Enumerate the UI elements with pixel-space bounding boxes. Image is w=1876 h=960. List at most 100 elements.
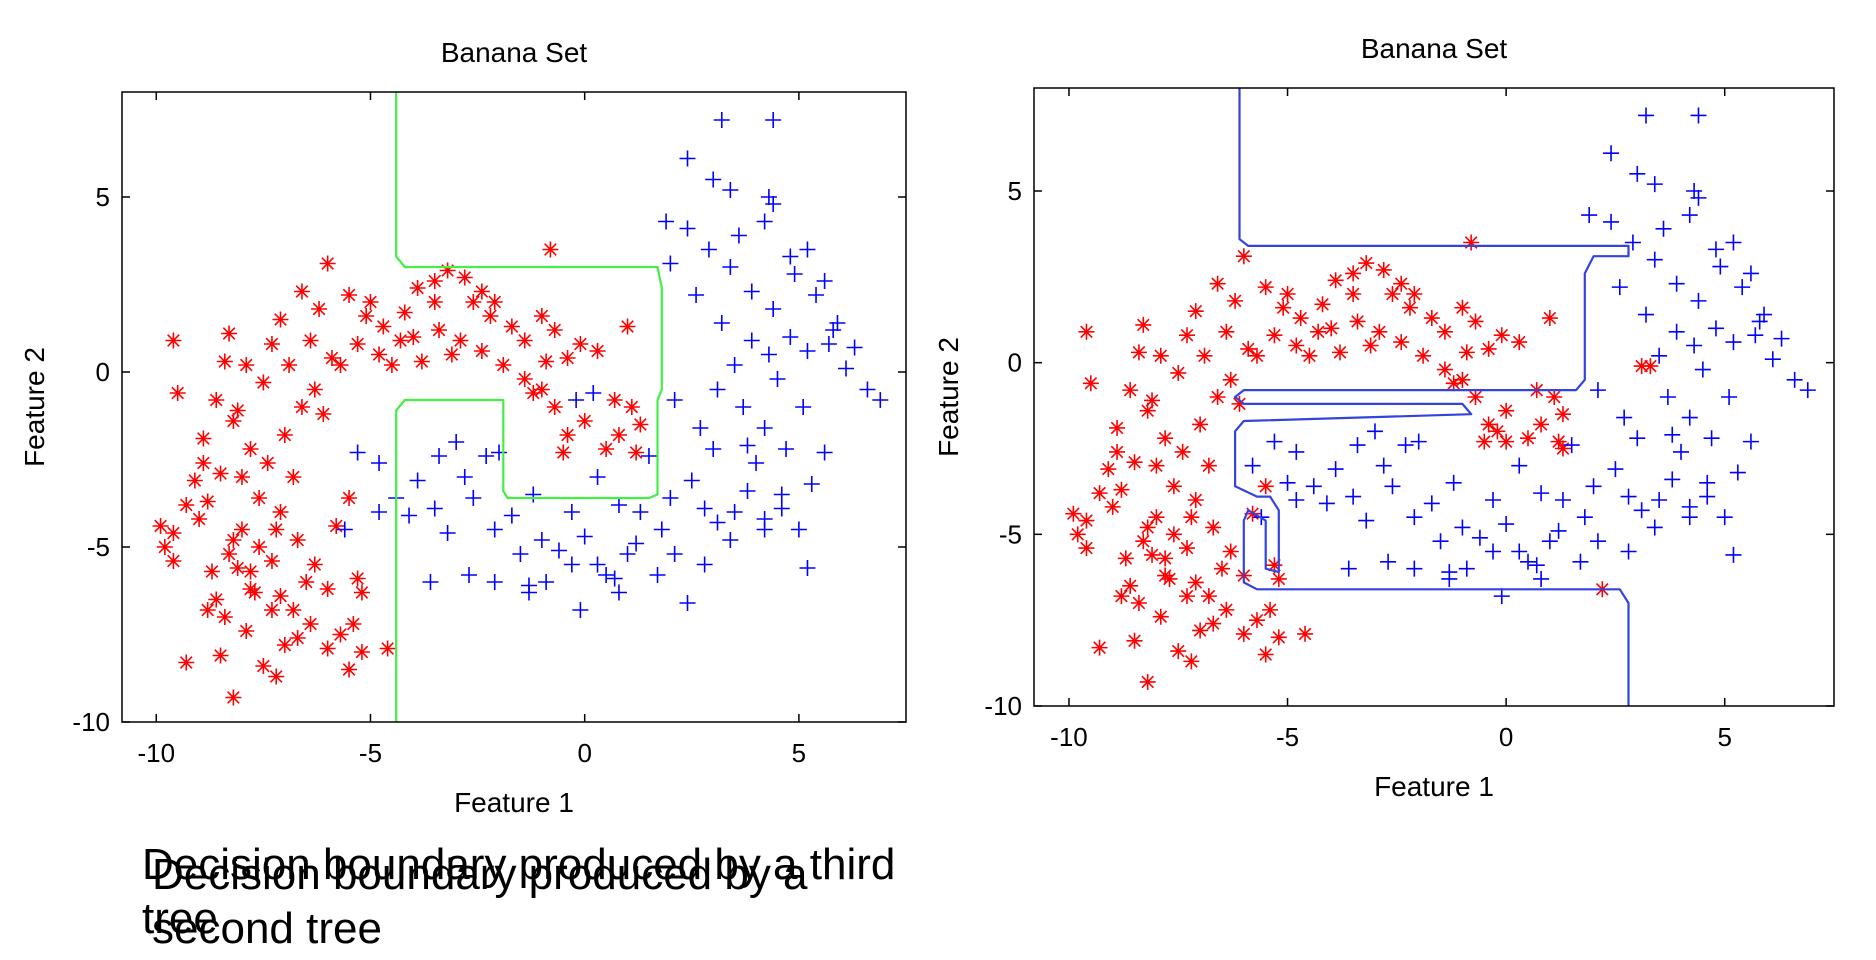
star-point bbox=[242, 441, 259, 457]
star-point bbox=[1200, 457, 1217, 474]
plus-point bbox=[563, 504, 580, 520]
star-point bbox=[1144, 392, 1161, 409]
plus-point bbox=[658, 213, 675, 230]
plus-point bbox=[765, 301, 782, 317]
plus-point bbox=[1485, 543, 1502, 560]
plus-point bbox=[1340, 560, 1357, 577]
caption-right: Decision boundary produced by a third tr… bbox=[142, 840, 896, 943]
star-point bbox=[576, 413, 593, 429]
star-point bbox=[383, 357, 400, 373]
star-point bbox=[302, 332, 319, 349]
plus-point bbox=[1624, 234, 1641, 251]
star-point bbox=[542, 241, 559, 258]
x-axis-label: Feature 1 bbox=[1374, 771, 1494, 802]
plus-point bbox=[683, 472, 700, 489]
plus-point bbox=[722, 259, 739, 275]
star-point bbox=[1262, 601, 1279, 618]
star-point bbox=[229, 402, 246, 419]
star-point bbox=[246, 584, 263, 601]
star-point bbox=[1139, 673, 1156, 690]
star-point bbox=[319, 581, 336, 597]
plus-point bbox=[478, 448, 495, 464]
x-tick-label: -10 bbox=[137, 738, 175, 768]
plus-point bbox=[1638, 107, 1655, 124]
star-point bbox=[396, 304, 413, 321]
y-tick-label: -5 bbox=[87, 532, 110, 562]
star-point bbox=[276, 637, 293, 653]
plus-point bbox=[1541, 533, 1558, 550]
plus-point bbox=[1747, 327, 1764, 344]
plus-point bbox=[1686, 337, 1703, 354]
plus-point bbox=[1345, 488, 1362, 505]
star-point bbox=[208, 392, 225, 408]
plus-point bbox=[649, 567, 666, 583]
plus-point bbox=[756, 213, 773, 230]
plus-point bbox=[816, 444, 833, 461]
plus-point bbox=[1589, 533, 1606, 550]
star-point bbox=[1266, 327, 1283, 344]
star-point bbox=[251, 490, 268, 506]
star-point bbox=[225, 532, 242, 548]
plus-point bbox=[1721, 389, 1738, 405]
plus-point bbox=[662, 255, 679, 272]
star-point bbox=[341, 287, 358, 303]
star-point bbox=[1257, 478, 1274, 495]
star-point bbox=[1458, 344, 1475, 361]
plus-point bbox=[448, 434, 465, 450]
decision-boundary bbox=[1234, 88, 1630, 706]
star-point bbox=[199, 602, 216, 618]
star-point bbox=[1187, 574, 1204, 591]
star-point bbox=[349, 336, 366, 352]
star-point bbox=[255, 658, 272, 674]
star-point bbox=[1187, 492, 1204, 508]
star-point bbox=[208, 591, 225, 608]
plus-point bbox=[799, 241, 816, 258]
plus-point bbox=[1742, 433, 1759, 450]
plus-point bbox=[679, 595, 696, 611]
star-point bbox=[289, 532, 306, 548]
plus-point bbox=[619, 546, 636, 562]
star-point bbox=[212, 647, 229, 664]
plus-point bbox=[491, 444, 508, 461]
star-point bbox=[1183, 653, 1200, 670]
star-point bbox=[1493, 327, 1510, 344]
plus-point bbox=[790, 521, 807, 538]
plus-point bbox=[1244, 457, 1261, 474]
star-point bbox=[431, 322, 448, 338]
star-point bbox=[238, 623, 255, 639]
star-point bbox=[1139, 519, 1156, 536]
plus-point bbox=[756, 521, 773, 538]
star-point bbox=[1423, 310, 1440, 327]
star-point bbox=[1240, 340, 1257, 357]
plus-point bbox=[1773, 330, 1790, 347]
plus-point bbox=[765, 112, 782, 128]
plus-point bbox=[1528, 557, 1545, 574]
star-point bbox=[353, 644, 370, 660]
plus-point bbox=[538, 574, 555, 590]
star-point bbox=[1152, 347, 1169, 364]
star-point bbox=[1633, 358, 1650, 375]
star-point bbox=[619, 318, 636, 335]
star-point bbox=[1235, 248, 1252, 265]
star-point bbox=[1192, 622, 1209, 639]
star-point bbox=[1227, 292, 1244, 309]
plus-point bbox=[1681, 409, 1698, 426]
x-tick-label: 0 bbox=[577, 738, 591, 768]
y-axis-label: Feature 2 bbox=[938, 337, 964, 457]
plus-point bbox=[1533, 485, 1550, 502]
y-tick-label: -5 bbox=[999, 519, 1022, 549]
plus-point bbox=[439, 525, 456, 541]
star-point bbox=[251, 539, 268, 555]
star-point bbox=[298, 574, 315, 590]
plus-point bbox=[589, 556, 606, 573]
star-point bbox=[323, 350, 340, 366]
plus-point bbox=[666, 392, 683, 408]
star-point bbox=[1135, 316, 1152, 333]
star-point bbox=[1279, 286, 1296, 302]
plus-point bbox=[550, 542, 567, 559]
star-point bbox=[392, 332, 409, 349]
star-point bbox=[341, 490, 358, 506]
x-tick-label: 5 bbox=[792, 738, 806, 768]
star-point bbox=[1209, 389, 1226, 405]
star-point bbox=[1467, 389, 1484, 405]
